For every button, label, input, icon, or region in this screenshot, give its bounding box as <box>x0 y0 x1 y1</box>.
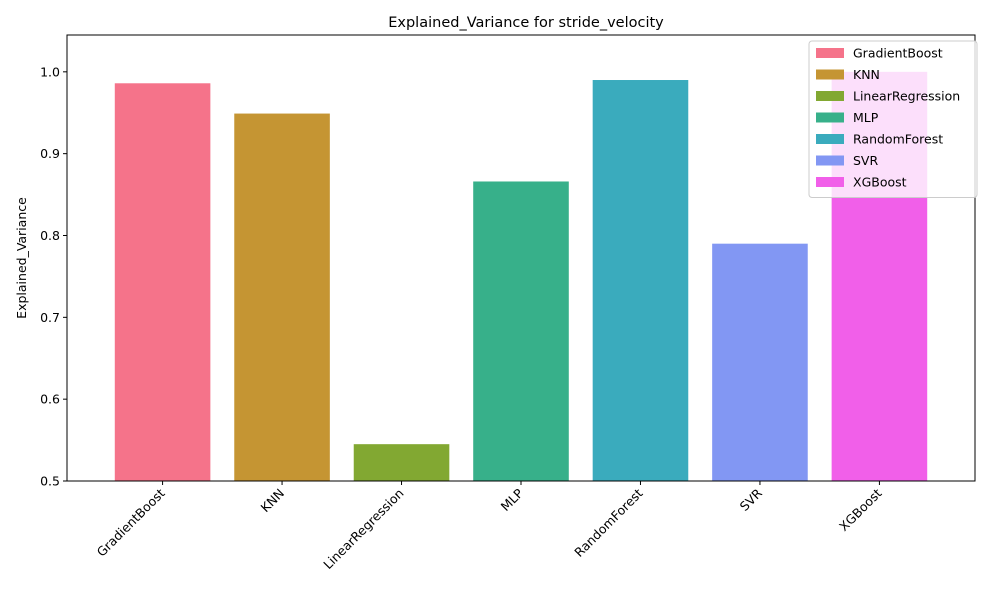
legend-label: MLP <box>853 110 879 125</box>
x-tick-label: LinearRegression <box>320 486 406 572</box>
x-tick-label: MLP <box>498 485 527 514</box>
x-tick-label: SVR <box>737 485 766 514</box>
bar-randomforest <box>592 80 689 482</box>
bar-mlp <box>473 181 569 481</box>
x-tick-label: GradientBoost <box>94 485 168 559</box>
bar-gradientboost <box>114 83 211 482</box>
legend-label: GradientBoost <box>853 46 943 61</box>
bars-group <box>114 71 928 482</box>
legend-label: XGBoost <box>853 175 907 190</box>
y-tick-label: 0.5 <box>40 474 60 489</box>
y-tick-label: 0.9 <box>40 146 60 161</box>
legend-box <box>808 40 978 198</box>
legend-swatch <box>816 134 844 144</box>
bar-linearregression <box>353 444 450 481</box>
legend-swatch <box>816 69 844 80</box>
y-axis-label: Explained_Variance <box>14 197 29 319</box>
bar-svr <box>712 243 808 481</box>
legend-swatch <box>816 155 844 166</box>
legend-label: RandomForest <box>853 132 943 147</box>
legend-swatch <box>816 91 844 101</box>
y-tick-label: 0.7 <box>40 310 60 325</box>
x-tick-label: KNN <box>258 486 288 516</box>
y-tick-label: 0.8 <box>40 228 60 243</box>
legend-swatch <box>816 48 844 58</box>
legend-label: SVR <box>853 153 878 168</box>
y-tick-label: 0.6 <box>40 392 60 407</box>
chart-title: Explained_Variance for stride_velocity <box>388 15 664 31</box>
x-tick-label: RandomForest <box>571 485 645 559</box>
bar-knn <box>234 113 330 482</box>
legend: GradientBoost KNN LinearRegression MLP Rando… <box>808 40 978 198</box>
plot-frame <box>66 34 976 482</box>
y-tick-label: 1.0 <box>40 64 60 79</box>
legend-label: KNN <box>853 67 880 82</box>
legend-swatch <box>816 177 844 187</box>
legend-label: LinearRegression <box>853 89 960 104</box>
legend-swatch <box>816 112 844 123</box>
x-tick-label: XGBoost <box>836 485 885 534</box>
